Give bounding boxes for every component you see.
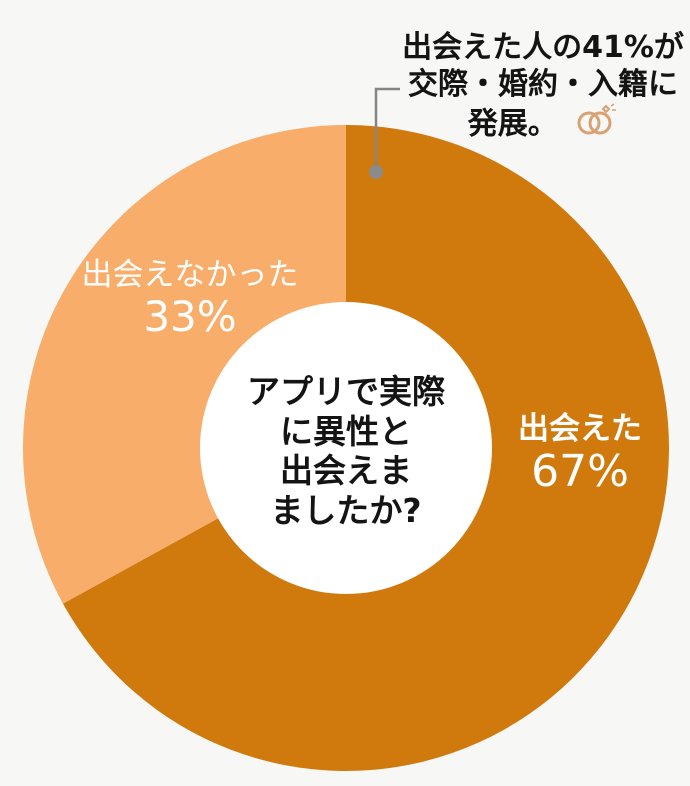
center-question-line: 出会えま	[280, 451, 412, 491]
callout-line: 出会えた人の41%が	[402, 30, 684, 65]
callout-line-last: 発展。	[398, 103, 688, 147]
slice-label-met: 出会えた 67%	[500, 412, 660, 496]
callout-line: 交際・婚約・入籍に	[408, 66, 678, 102]
donut-hole	[200, 302, 492, 594]
slice-label-not-met: 出会えなかった 33%	[70, 258, 310, 340]
callout-leader-dot	[369, 165, 383, 179]
slice-label-met-percent: 67%	[531, 445, 629, 497]
center-question-line: に異性と	[280, 411, 412, 451]
callout-line: 発展。	[467, 106, 558, 142]
wedding-rings-icon	[574, 103, 618, 147]
slice-label-met-name: 出会えた	[518, 411, 642, 447]
center-question-line: ましたか?	[270, 490, 422, 530]
callout-leader-line	[374, 87, 400, 170]
center-question-line: アプリで実際	[247, 372, 445, 411]
slice-label-not-met-percent: 33%	[143, 291, 237, 341]
callout-note: 出会えた人の41%が 交際・婚約・入籍に 発展。	[398, 30, 688, 147]
slice-label-not-met-name: 出会えなかった	[81, 257, 299, 293]
center-question: アプリで実際 に異性と 出会えま ましたか?	[216, 372, 476, 530]
